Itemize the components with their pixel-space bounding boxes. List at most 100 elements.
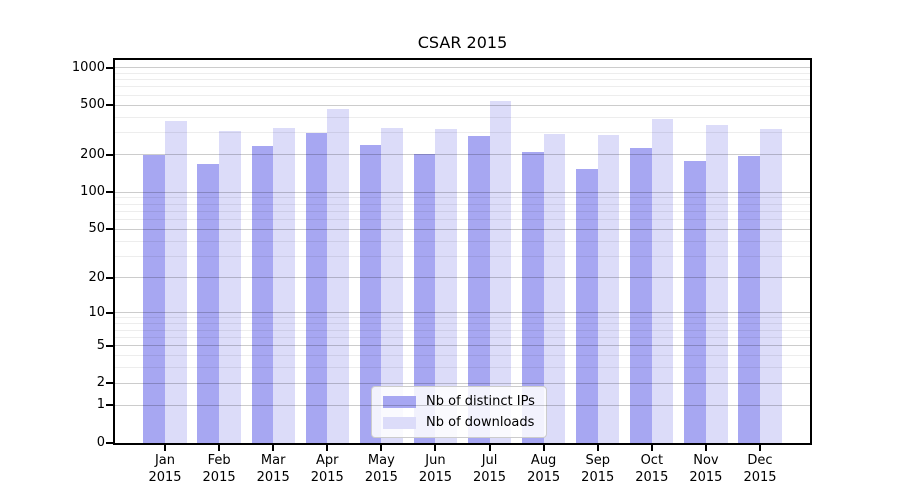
x-tick-label-year: 2015: [472, 470, 507, 485]
x-tick-label-month: Mar: [260, 453, 286, 468]
chart-title: CSAR 2015: [417, 33, 508, 52]
y-tick-label: 20: [88, 269, 105, 285]
x-tick-label: Sep 2015: [566, 452, 630, 486]
legend-swatch-distinct-ips: [383, 395, 416, 408]
x-tick-label-month: Nov: [693, 453, 719, 468]
plot-area: Nb of distinct IPs Nb of downloads: [113, 58, 812, 445]
x-tick-label-month: May: [367, 453, 395, 468]
y-tick-label: 5: [96, 337, 105, 353]
bar-distinct-ips: [738, 156, 760, 443]
y-tick-mark: [106, 228, 113, 231]
x-tick-mark: [434, 445, 437, 451]
y-tick-mark: [106, 104, 113, 107]
y-tick-mark: [106, 404, 113, 407]
y-tick-label: 1: [96, 397, 105, 413]
bar-distinct-ips: [467, 135, 490, 443]
y-tick-label: 500: [80, 97, 105, 113]
y-tick-mark: [106, 442, 113, 444]
legend-swatch-downloads: [383, 416, 416, 429]
y-tick-mark: [106, 191, 113, 194]
x-tick-label-year: 2015: [689, 470, 723, 485]
bar-downloads: [327, 109, 349, 443]
x-tick-label-year: 2015: [202, 470, 236, 485]
x-tick-label-month: Dec: [747, 453, 773, 468]
bar-downloads: [273, 127, 295, 443]
x-tick-mark: [380, 445, 383, 451]
y-tick-mark: [106, 66, 113, 69]
x-tick-label: Jan 2015: [133, 452, 197, 486]
bar-downloads: [165, 120, 187, 443]
bar-downloads: [705, 125, 728, 443]
x-tick-label: Nov 2015: [674, 452, 738, 486]
bar-downloads: [597, 134, 620, 443]
bar-distinct-ips: [630, 148, 652, 443]
x-tick-label-year: 2015: [148, 470, 182, 485]
y-tick-label: 100: [80, 184, 105, 200]
y-tick-label: 0: [96, 435, 105, 450]
x-tick-label: Mar 2015: [241, 452, 305, 486]
x-tick-label-year: 2015: [743, 470, 777, 485]
bar-downloads: [435, 128, 458, 443]
x-tick-label-year: 2015: [635, 470, 669, 485]
x-tick-label-year: 2015: [364, 470, 398, 485]
y-tick-mark: [106, 276, 113, 279]
x-tick-label: Jun 2015: [403, 452, 467, 486]
legend-label-downloads: Nb of downloads: [426, 415, 535, 430]
bar-distinct-ips: [143, 154, 165, 443]
x-tick-label-year: 2015: [581, 470, 615, 485]
bar-distinct-ips: [359, 144, 382, 443]
x-tick-mark: [759, 445, 761, 451]
bar-downloads: [543, 133, 566, 443]
x-tick-label: Feb 2015: [187, 452, 251, 486]
x-tick-label-year: 2015: [256, 470, 290, 485]
y-tick-label: 50: [88, 221, 105, 237]
x-tick-label: May 2015: [349, 452, 413, 486]
x-tick-mark: [704, 445, 707, 451]
legend-item-downloads: Nb of downloads: [383, 415, 535, 430]
x-tick-label-month: Feb: [207, 453, 231, 468]
legend-item-distinct-ips: Nb of distinct IPs: [383, 394, 535, 409]
bar-distinct-ips: [413, 153, 436, 443]
x-tick-label-month: Oct: [640, 453, 664, 468]
x-tick-mark: [650, 445, 653, 451]
x-tick-label-year: 2015: [310, 470, 344, 485]
y-tick-label: 200: [80, 146, 105, 162]
legend: Nb of distinct IPs Nb of downloads: [371, 386, 547, 438]
bar-distinct-ips: [197, 163, 220, 443]
x-tick-label-month: Jul: [481, 453, 498, 468]
x-tick-label: Dec 2015: [728, 452, 792, 486]
y-tick-label: 1000: [71, 59, 105, 75]
x-tick-label-month: Apr: [316, 453, 339, 468]
bar-distinct-ips: [576, 168, 598, 443]
bar-distinct-ips: [522, 152, 544, 443]
x-tick-label-month: Jun: [425, 453, 446, 468]
x-tick-mark: [218, 445, 221, 451]
x-tick-label: Apr 2015: [295, 452, 359, 486]
bars-layer: [115, 60, 810, 443]
y-tick-mark: [106, 344, 113, 347]
bar-distinct-ips: [684, 160, 706, 443]
x-tick-label-month: Sep: [585, 453, 610, 468]
x-tick-label: Aug 2015: [512, 452, 576, 486]
bar-downloads: [489, 100, 512, 443]
x-tick-label-year: 2015: [418, 470, 452, 485]
x-tick-mark: [596, 445, 599, 451]
bar-downloads: [381, 127, 403, 443]
y-tick-label: 2: [96, 375, 105, 391]
bar-downloads: [760, 129, 782, 443]
x-tick-label-month: Jan: [154, 453, 176, 468]
y-tick-mark: [106, 153, 113, 156]
x-tick-mark: [164, 445, 166, 451]
x-tick-label-year: 2015: [527, 470, 561, 485]
x-tick-label: Oct 2015: [620, 452, 684, 486]
bar-downloads: [219, 131, 241, 443]
bar-distinct-ips: [251, 146, 274, 443]
bar-distinct-ips: [305, 132, 328, 443]
y-tick-mark: [106, 382, 113, 385]
y-tick-label: 10: [88, 304, 105, 320]
x-tick-mark: [272, 445, 275, 451]
x-tick-mark: [488, 445, 491, 451]
x-tick-mark: [326, 445, 329, 451]
x-tick-label-month: Aug: [530, 453, 557, 468]
